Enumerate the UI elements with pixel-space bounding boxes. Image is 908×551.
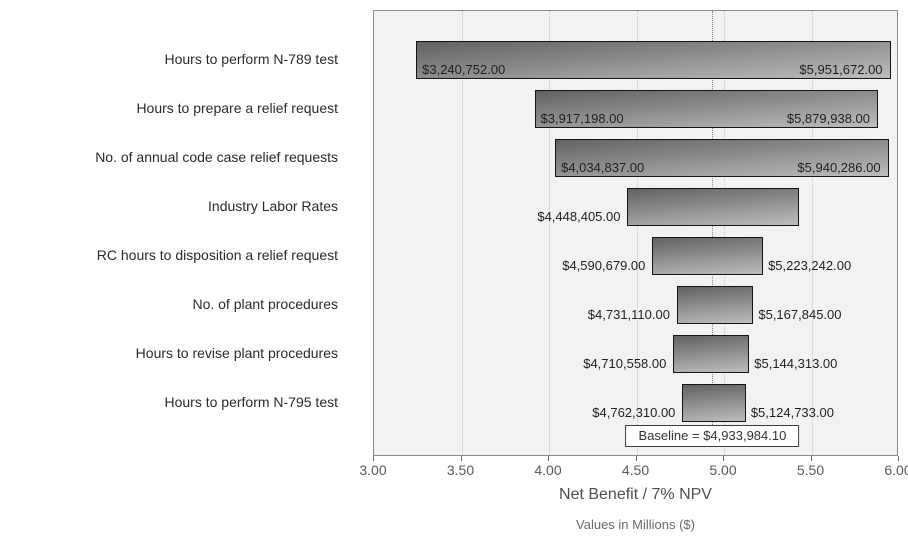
bar <box>416 41 891 79</box>
x-tick-mark <box>723 456 724 461</box>
x-tick-label: 4.00 <box>534 462 562 478</box>
bar-high-label: $5,223,242.00 <box>768 258 852 273</box>
category-label: Hours to revise plant procedures <box>135 345 338 361</box>
bar-low-label: $3,917,198.00 <box>540 111 624 126</box>
bar-low-label: $4,590,679.00 <box>562 258 646 273</box>
gridline <box>461 11 463 455</box>
category-label: No. of plant procedures <box>192 296 338 312</box>
bar <box>676 286 754 324</box>
gridline <box>549 11 550 455</box>
x-tick-mark <box>898 456 899 461</box>
x-tick-label: 5.00 <box>709 462 737 478</box>
bar <box>627 188 800 226</box>
category-label: RC hours to disposition a relief request <box>96 247 338 263</box>
bar <box>555 139 889 177</box>
bar-high-label: $5,951,672.00 <box>799 62 883 77</box>
x-tick-label: 4.50 <box>621 462 650 478</box>
bar <box>673 335 750 373</box>
bar-high-label: $5,144,313.00 <box>754 356 838 371</box>
bar-low-label: $4,034,837.00 <box>561 160 645 175</box>
bar-high-label: $5,167,845.00 <box>758 307 842 322</box>
category-label: Hours to perform N-789 test <box>164 51 338 67</box>
baseline-label: Baseline = $4,933,984.10 <box>638 428 787 443</box>
gridline <box>811 11 813 455</box>
baseline-label-box: Baseline = $4,933,984.10 <box>625 425 800 447</box>
x-tick-label: 3.50 <box>446 462 475 478</box>
bar-low-label: $4,731,110.00 <box>587 307 670 322</box>
bar <box>534 90 878 128</box>
x-tick-mark <box>810 456 812 461</box>
category-label: Hours to perform N-795 test <box>164 394 338 410</box>
bar-high-label: $5,879,938.00 <box>786 111 870 126</box>
category-label: No. of annual code case relief requests <box>95 149 338 165</box>
gridline <box>724 11 725 455</box>
x-tick-label: 3.00 <box>359 462 387 478</box>
bar <box>652 237 764 275</box>
category-label: Hours to prepare a relief request <box>136 100 338 116</box>
category-label: Industry Labor Rates <box>208 198 338 214</box>
gridline <box>636 11 638 455</box>
x-tick-mark <box>635 456 637 461</box>
bar-low-label: $3,240,752.00 <box>422 62 506 77</box>
bar-high-label: $5,940,286.00 <box>797 160 881 175</box>
x-axis-subtitle: Values in Millions ($) <box>576 517 695 532</box>
bar-low-label: $4,448,405.00 <box>537 209 621 224</box>
bar-high-label: $5,124,733.00 <box>750 405 834 420</box>
x-tick-label: 6.00 <box>884 462 908 478</box>
plot-area: Baseline = $4,933,984.10 $3,240,752.00 $5… <box>373 10 898 456</box>
bar-low-label: $4,762,310.00 <box>592 405 676 420</box>
x-axis-title: Net Benefit / 7% NPV <box>559 486 712 503</box>
x-tick-mark <box>548 456 549 461</box>
x-tick-mark <box>373 456 374 461</box>
bar <box>682 384 746 422</box>
x-tick-mark <box>460 456 462 461</box>
x-tick-label: 5.50 <box>796 462 825 478</box>
bar-low-label: $4,710,558.00 <box>583 356 667 371</box>
